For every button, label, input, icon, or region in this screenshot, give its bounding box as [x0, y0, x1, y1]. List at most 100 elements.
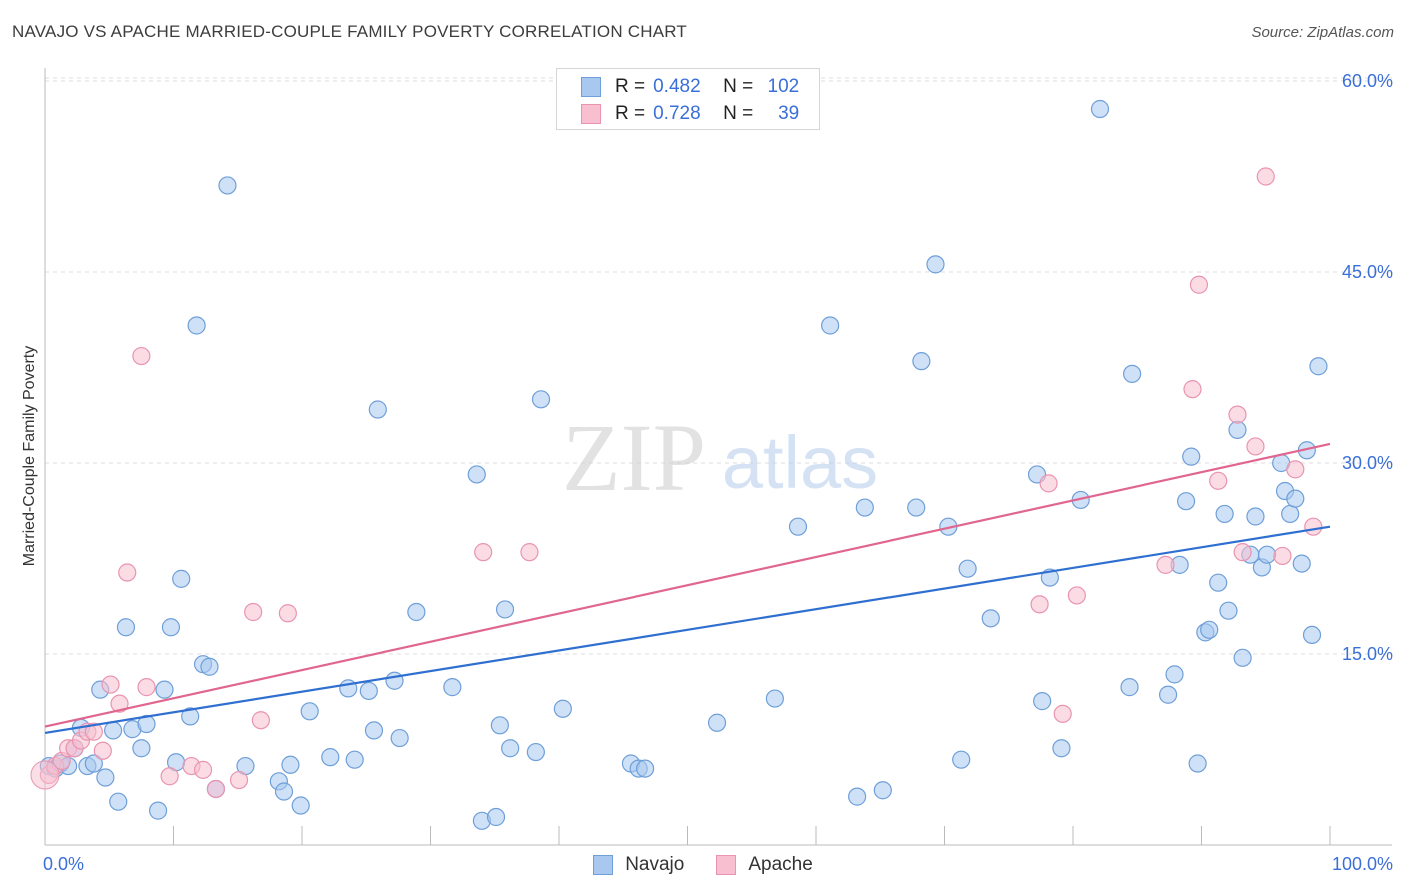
apache-point — [1053, 704, 1072, 723]
x-tick-label: 0.0% — [43, 854, 84, 874]
navajo-point — [187, 316, 206, 335]
navajo-r-value: 0.482 — [653, 76, 701, 97]
navajo-point — [1052, 739, 1071, 758]
apache-point — [474, 543, 493, 562]
navajo-point — [155, 680, 174, 699]
navajo-point — [218, 176, 237, 195]
apache-point — [160, 767, 179, 786]
y-tick-label: 60.0% — [1342, 71, 1393, 91]
apache-point — [1156, 555, 1175, 574]
navajo-point — [765, 689, 784, 708]
navajo-point — [200, 657, 219, 676]
navajo-point — [281, 755, 300, 774]
navajo-point — [321, 748, 340, 767]
navajo-swatch — [581, 77, 601, 97]
apache-point — [137, 678, 156, 697]
navajo-point — [181, 707, 200, 726]
navajo-point — [1090, 99, 1110, 119]
trend-lines — [44, 442, 1331, 735]
apache-point — [1039, 474, 1058, 493]
navajo-point — [848, 787, 867, 806]
apache-legend-label: Apache — [748, 854, 813, 875]
navajo-point — [116, 618, 136, 637]
watermark-atlas: atlas — [722, 421, 878, 504]
navajo-point — [635, 759, 655, 778]
navajo-point — [912, 352, 931, 371]
apache-point — [229, 770, 249, 790]
navajo-point — [1286, 489, 1305, 508]
navajo-point — [390, 728, 409, 748]
apache-point — [132, 346, 151, 366]
x-tick-label: 100.0% — [1332, 854, 1393, 874]
navajo-point — [443, 678, 462, 697]
navajo-point — [1209, 573, 1228, 592]
apache-point — [1209, 471, 1228, 490]
apache-point — [206, 779, 226, 799]
watermark-zip: ZIP — [562, 404, 706, 511]
correlation-legend: R = 0.482 N = 102 R = 0.728 N = 39 — [556, 68, 820, 130]
navajo-legend-label: Navajo — [625, 854, 685, 875]
navajo-point — [1033, 692, 1052, 711]
y-tick-label: 15.0% — [1342, 644, 1393, 664]
legend-row-apache: R = 0.728 N = 39 — [581, 102, 799, 126]
navajo-point — [1257, 545, 1277, 564]
apache-point — [1273, 546, 1292, 566]
legend-item-apache[interactable]: Apache — [716, 854, 813, 876]
watermark: ZIP atlas — [562, 404, 878, 511]
navajo-point — [364, 721, 384, 740]
navajo-point — [1120, 678, 1139, 697]
navajo-point — [172, 569, 191, 588]
navajo-trend-line — [44, 525, 1331, 735]
navajo-point — [345, 750, 364, 769]
navajo-point — [1123, 364, 1142, 383]
navajo-point — [1309, 357, 1328, 376]
apache-point — [110, 694, 129, 713]
apache-r-value: 0.728 — [653, 103, 701, 124]
apache-point — [1233, 543, 1252, 562]
legend-row-navajo: R = 0.482 N = 102 — [581, 75, 799, 99]
navajo-point — [161, 618, 181, 637]
navajo-point — [926, 255, 945, 274]
y-tick-label: 45.0% — [1342, 262, 1393, 282]
navajo-point — [467, 465, 486, 484]
apache-point — [1067, 586, 1086, 605]
navajo-point — [109, 792, 128, 811]
navajo-n-value: 102 — [767, 76, 800, 97]
navajo-point — [958, 559, 977, 578]
navajo-n-label: N = — [723, 76, 754, 97]
navajo-point — [104, 721, 123, 740]
navajo-point — [1182, 447, 1201, 466]
navajo-point — [981, 609, 1000, 628]
apache-point — [520, 543, 539, 562]
navajo-point — [501, 739, 520, 758]
apache-point — [1228, 405, 1247, 424]
apache-point — [101, 675, 120, 694]
navajo-point — [274, 782, 294, 801]
navajo-point — [707, 713, 727, 732]
apache-point — [93, 741, 112, 760]
apache-point — [244, 602, 263, 622]
apache-point — [278, 604, 297, 623]
navajo-point — [407, 602, 426, 622]
legend-item-navajo[interactable]: Navajo — [593, 854, 684, 876]
navajo-point — [486, 807, 506, 827]
navajo-point — [553, 699, 572, 718]
navajo-point — [1302, 625, 1322, 645]
apache-point — [1189, 275, 1209, 294]
navajo-point — [495, 600, 515, 619]
apache-point — [1286, 460, 1305, 479]
apache-point — [1183, 380, 1202, 399]
apache-point — [1256, 167, 1275, 186]
apache-n-label: N = — [723, 103, 754, 124]
navajo-point — [137, 714, 156, 734]
apache-point — [118, 563, 137, 582]
apache-point — [193, 760, 213, 779]
series-legend: Navajo Apache — [0, 852, 1406, 878]
navajo-point — [490, 716, 509, 735]
navajo-point — [1176, 492, 1196, 511]
navajo-point — [952, 750, 971, 769]
navajo-point — [368, 400, 387, 419]
tick-labels: 15.0% 30.0% 45.0% 60.0% 0.0% 100.0% — [43, 71, 1393, 874]
navajo-point — [1292, 554, 1311, 573]
